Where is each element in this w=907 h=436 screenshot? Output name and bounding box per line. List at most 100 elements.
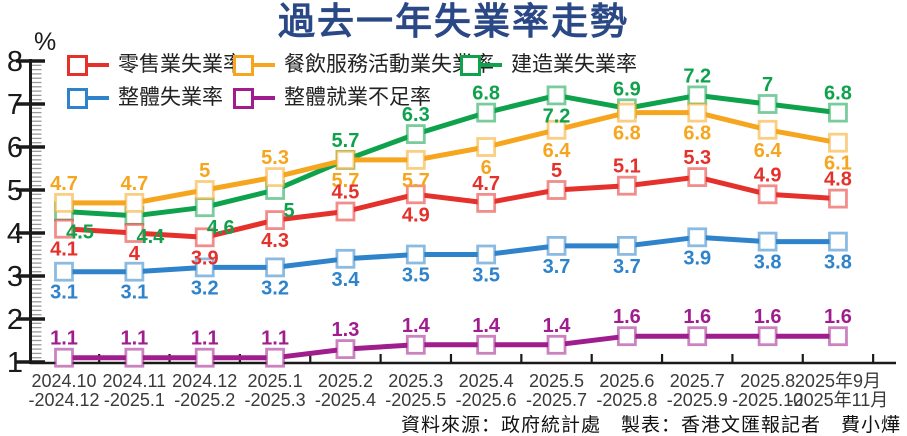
x-axis-label-line2: -2025.10 — [732, 390, 803, 410]
data-point-marker — [54, 192, 74, 213]
y-axis-label: 4 — [7, 218, 23, 250]
data-point-label: 5.3 — [261, 147, 289, 169]
y-axis-label: 5 — [7, 175, 23, 207]
data-point-label: 7.2 — [543, 105, 571, 127]
data-point-label: 1.4 — [402, 315, 431, 337]
data-point-marker — [124, 261, 145, 282]
x-axis-label-line1: 2025.7 — [670, 371, 725, 391]
data-point-marker — [265, 167, 285, 188]
data-point-label: 7 — [762, 74, 773, 96]
data-point-label: 4 — [129, 243, 141, 265]
data-point-label: 5 — [199, 160, 210, 182]
data-point-label: 6.4 — [754, 140, 783, 162]
data-point-label: 3.8 — [754, 252, 782, 274]
data-point-label: 1.3 — [332, 319, 360, 341]
x-axis-label-line2: -2025.4 — [315, 390, 376, 410]
data-point-marker — [828, 188, 848, 209]
data-point-marker — [265, 210, 285, 231]
data-point-label: 1.6 — [683, 306, 711, 328]
data-point-marker — [828, 326, 848, 347]
data-point-marker — [828, 102, 848, 123]
data-point-label: 6.9 — [613, 78, 641, 100]
data-point-label: 4.3 — [261, 230, 289, 252]
data-point-marker — [757, 119, 778, 140]
data-point-marker — [476, 137, 497, 157]
data-point-label: 4.4 — [136, 226, 165, 248]
x-axis-label-line2: -2025.1 — [104, 390, 165, 410]
data-point-marker — [687, 167, 708, 188]
data-point-marker — [546, 119, 567, 140]
data-point-label: 1.1 — [50, 328, 78, 350]
x-axis-label-line2: -2025年11月 — [788, 390, 889, 410]
data-point-marker — [828, 132, 848, 153]
data-point-label: 4.9 — [402, 204, 430, 226]
data-point-marker — [757, 231, 778, 252]
data-point-label: 3.1 — [120, 282, 148, 304]
data-point-marker — [687, 227, 708, 248]
data-point-label: 4.7 — [472, 173, 500, 195]
x-axis-label-line1: 2025.8 — [740, 371, 795, 391]
data-point-label: 6.8 — [824, 83, 852, 105]
data-point-marker — [124, 223, 145, 243]
data-point-marker — [194, 197, 215, 218]
x-axis-label-line1: 2025.6 — [599, 371, 654, 391]
data-point-label: 3.2 — [191, 277, 219, 299]
data-point-marker — [616, 235, 637, 256]
data-point-label: 6.8 — [683, 123, 711, 145]
data-point-marker — [757, 184, 778, 205]
data-point-marker — [828, 231, 848, 252]
data-point-label: 5.1 — [613, 156, 641, 178]
data-point-label: 6.3 — [402, 104, 430, 126]
data-point-marker — [476, 334, 497, 355]
x-axis-label-line1: 2025.2 — [318, 371, 373, 391]
data-point-label: 1.6 — [824, 306, 852, 328]
data-point-marker — [546, 180, 567, 200]
data-point-marker — [335, 248, 356, 269]
data-point-marker — [476, 244, 497, 265]
y-axis-label: 3 — [7, 261, 23, 293]
data-point-marker — [335, 339, 356, 360]
data-point-marker — [54, 347, 74, 368]
data-point-marker — [405, 124, 426, 144]
data-point-label: 3.7 — [613, 256, 641, 278]
data-point-label: 3.9 — [683, 247, 711, 269]
x-axis-label-line2: -2025.8 — [596, 390, 657, 410]
data-point-label: 5.7 — [402, 170, 430, 192]
data-point-label: 1.1 — [261, 328, 289, 350]
data-point-marker — [476, 102, 497, 123]
data-point-marker — [687, 326, 708, 347]
data-point-marker — [687, 85, 708, 106]
x-axis-label-line1: 2024.10 — [31, 371, 96, 391]
data-point-label: 3.9 — [191, 247, 219, 269]
series-line-整體就業不足率 — [61, 333, 841, 361]
x-axis-label-line1: 2024.11 — [102, 371, 166, 391]
data-point-label: 6 — [481, 157, 492, 179]
x-axis-label-line1: 2025.1 — [248, 371, 303, 391]
y-axis-label: 8 — [7, 46, 23, 78]
data-point-marker — [405, 244, 426, 265]
data-point-label: 5 — [551, 160, 562, 182]
data-point-marker — [194, 347, 215, 368]
data-point-label: 1.1 — [120, 328, 148, 350]
x-axis-label-line2: -2024.12 — [28, 390, 99, 410]
series-line-餐飲服務活動業失業率 — [61, 110, 841, 206]
data-point-label: 3.5 — [472, 265, 500, 287]
y-axis-label: 6 — [7, 132, 23, 164]
x-axis-label-line2: -2025.3 — [245, 390, 306, 410]
data-point-label: 3.8 — [824, 252, 852, 274]
data-point-marker — [194, 180, 215, 200]
x-axis-label-line2: -2025.7 — [526, 390, 587, 410]
x-axis-label-line1: 2025年9月 — [795, 371, 881, 391]
data-point-marker — [757, 326, 778, 347]
data-point-label: 1.6 — [754, 306, 782, 328]
data-point-label: 6.4 — [543, 140, 572, 162]
y-axis-label: 1 — [7, 347, 23, 379]
data-point-label: 4.5 — [332, 182, 360, 204]
data-point-label: 4.8 — [824, 169, 852, 191]
x-axis-label-line1: 2025.5 — [529, 371, 584, 391]
data-point-label: 1.6 — [613, 306, 641, 328]
data-point-label: 4.6 — [207, 217, 235, 239]
data-point-marker — [546, 334, 567, 355]
data-point-marker — [476, 192, 497, 213]
data-point-marker — [616, 326, 637, 347]
